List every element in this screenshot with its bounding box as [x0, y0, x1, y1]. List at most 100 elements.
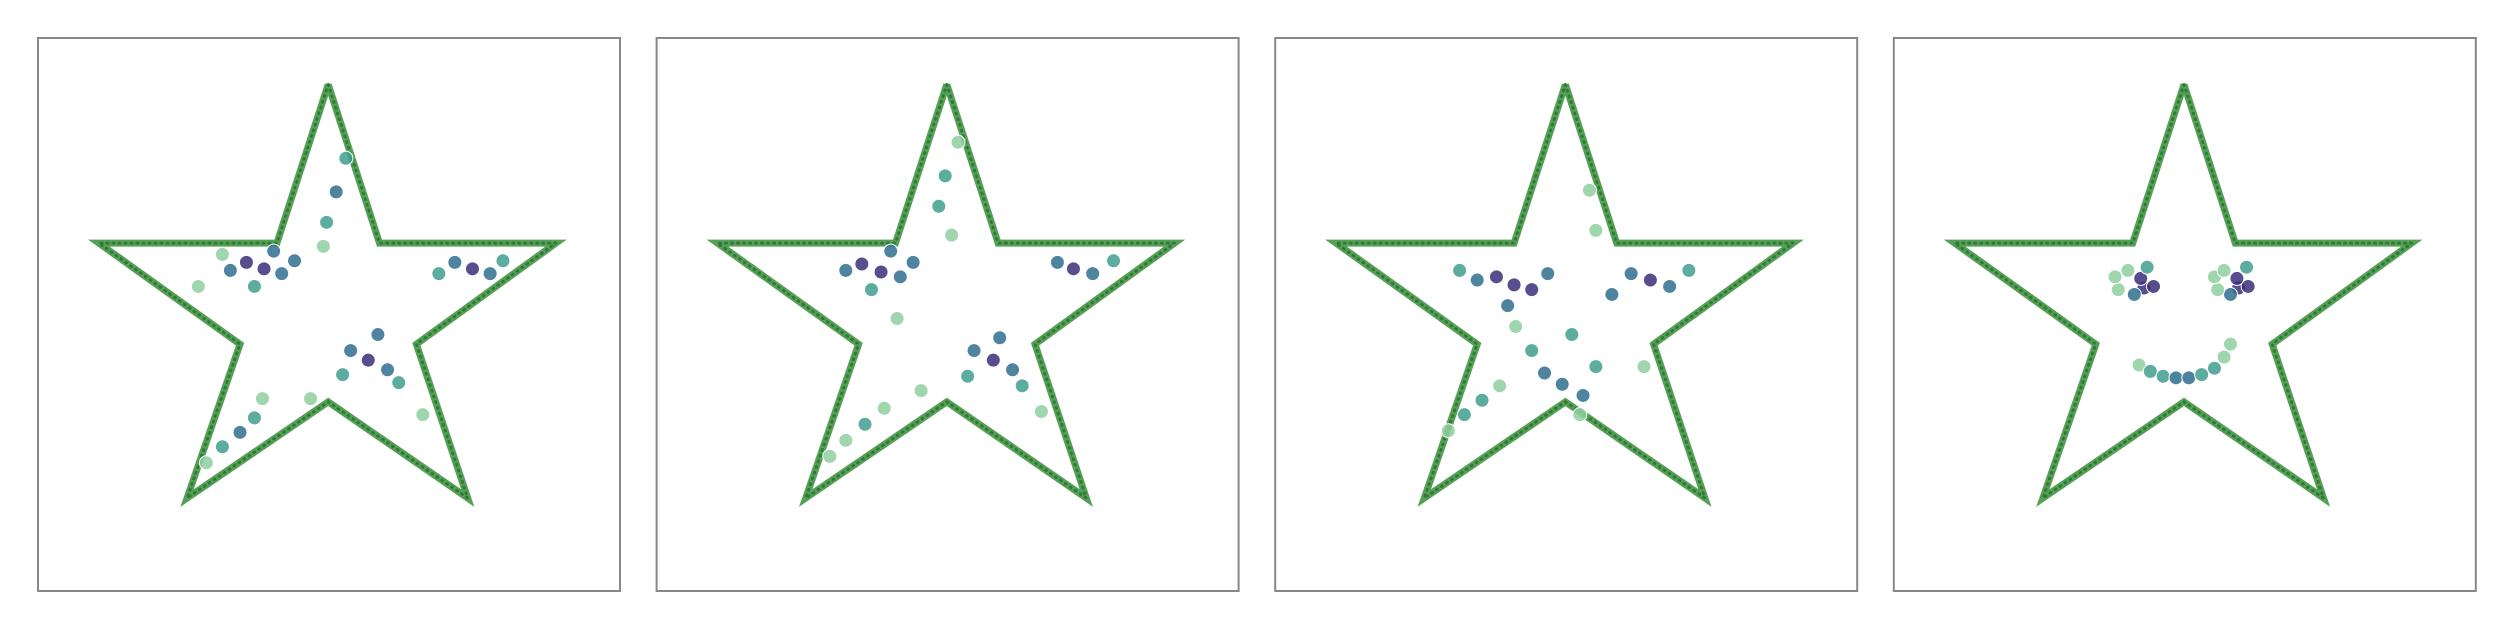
scatter-point	[2222, 286, 2238, 302]
scatter-point	[1474, 392, 1490, 408]
scatter-point	[1500, 298, 1516, 314]
scatter-point	[1588, 359, 1604, 375]
scatter-point	[1456, 407, 1472, 423]
scatter-point	[2181, 370, 2197, 386]
panel	[1274, 37, 1859, 592]
scatter-point	[254, 391, 270, 407]
scatter-point	[2131, 357, 2147, 373]
scatter-point	[960, 368, 976, 384]
scatter-point	[1524, 343, 1540, 359]
scatter-point	[1575, 387, 1591, 403]
scatter-point	[1106, 253, 1122, 269]
panel-frame	[1892, 37, 2477, 592]
scatter-point	[2239, 259, 2255, 275]
scatter-point	[1440, 423, 1456, 439]
scatter-point	[2107, 269, 2123, 285]
scatter-point	[1623, 266, 1639, 282]
scatter-point	[1488, 269, 1504, 285]
star-outline-dots	[94, 82, 561, 502]
scatter-point	[464, 261, 480, 277]
panel-frame	[1274, 37, 1859, 592]
scatter-point	[415, 407, 431, 423]
star-outline-dots	[1331, 82, 1798, 502]
scatter-point	[431, 266, 447, 282]
panel-frame	[655, 37, 1240, 592]
scatter-point	[1681, 262, 1697, 278]
scatter-point	[380, 362, 396, 378]
scatter-point	[370, 327, 386, 343]
scatter-point	[1588, 222, 1604, 238]
scatter-point	[447, 254, 463, 270]
scatter-point	[863, 282, 879, 298]
scatter-point	[822, 448, 838, 464]
scatter-point	[985, 352, 1001, 368]
scatter-point	[2216, 262, 2232, 278]
scatter-point	[2168, 370, 2184, 386]
scatter-point	[2229, 270, 2245, 286]
scatter-point	[266, 243, 282, 259]
scatter-point	[338, 150, 354, 166]
scatter-point	[1005, 362, 1021, 378]
scatter-point	[495, 253, 511, 269]
scatter-point	[190, 278, 206, 294]
panel	[1892, 37, 2477, 592]
scatter-point	[2194, 367, 2210, 383]
scatter-point	[838, 432, 854, 448]
scatter-point	[222, 262, 238, 278]
scatter-point	[1065, 261, 1081, 277]
scatter-point	[2240, 278, 2256, 294]
scatter-point	[950, 134, 966, 150]
scatter-point	[1537, 365, 1553, 381]
scatter-point	[2146, 278, 2162, 294]
scatter-point	[2110, 282, 2126, 298]
scatter-point	[1662, 278, 1678, 294]
scatter-point	[857, 416, 873, 432]
scatter-point	[214, 439, 230, 455]
scatter-point	[482, 266, 498, 282]
scatter-point	[854, 256, 870, 272]
scatter-point	[2216, 349, 2232, 365]
scatter-point	[1508, 319, 1524, 335]
scatter-point	[246, 278, 262, 294]
scatter-point	[303, 391, 319, 407]
scatter-point	[391, 375, 407, 391]
scatter-point	[2210, 282, 2226, 298]
scatter-point	[1581, 182, 1597, 198]
scatter-point	[2120, 262, 2136, 278]
star-outline-dots	[1950, 82, 2417, 502]
scatter-point	[360, 352, 376, 368]
scatter-point	[1572, 407, 1588, 423]
scatter-point	[931, 198, 947, 214]
scatter-point	[256, 261, 272, 277]
scatter-point	[287, 253, 303, 269]
scatter-point	[2126, 286, 2142, 302]
scatter-point	[966, 343, 982, 359]
scatter-point	[2206, 360, 2222, 376]
scatter-point	[198, 455, 214, 471]
scatter-point	[1014, 378, 1030, 394]
scatter-point	[315, 238, 331, 254]
scatter-point	[944, 227, 960, 243]
scatter-point	[1564, 327, 1580, 343]
scatter-point	[232, 424, 248, 440]
scatter-point	[1636, 359, 1652, 375]
scatter-point	[913, 383, 929, 399]
scatter-point	[1033, 403, 1049, 419]
scatter-point	[2133, 270, 2149, 286]
scatter-point	[1049, 254, 1065, 270]
scatter-point	[238, 254, 254, 270]
star-outline-dots	[712, 82, 1180, 502]
scatter-point	[1604, 286, 1620, 302]
scatter-point	[2139, 259, 2155, 275]
panel	[655, 37, 1240, 592]
scatter-point	[1492, 378, 1508, 394]
scatter-point	[905, 254, 921, 270]
scatter-point	[873, 264, 889, 280]
panel-frame	[37, 37, 621, 592]
scatter-point	[319, 214, 335, 230]
scatter-point	[1524, 282, 1540, 298]
scatter-point	[838, 262, 854, 278]
scatter-point	[1452, 262, 1468, 278]
scatter-point	[1554, 376, 1570, 392]
